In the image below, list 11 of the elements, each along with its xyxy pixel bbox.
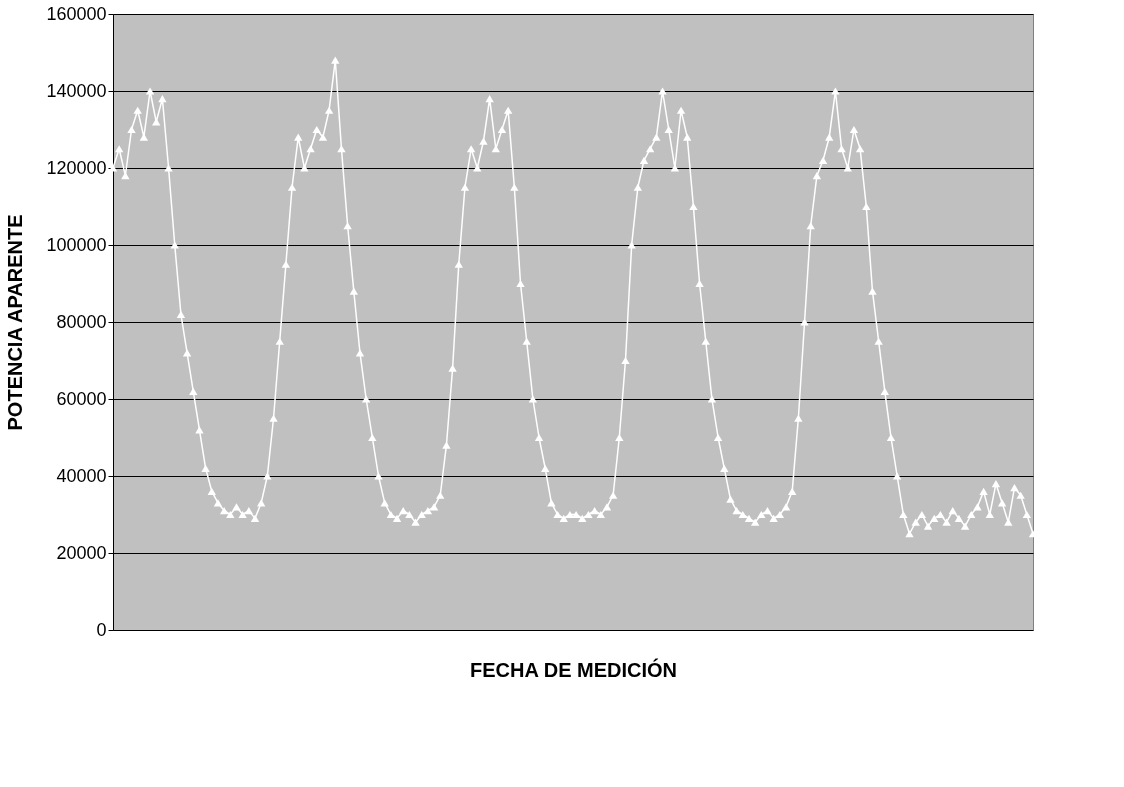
y-tick-label: 140000: [46, 80, 107, 101]
y-tick-label: 160000: [46, 3, 107, 24]
y-tick-label: 100000: [46, 234, 107, 255]
y-tick-label: 20000: [56, 542, 107, 563]
y-tick-label: 0: [96, 619, 107, 640]
y-tick-label: 120000: [46, 157, 107, 178]
y-axis-title: POTENCIA APARENTE: [4, 214, 27, 431]
x-axis-title: FECHA DE MEDICIÓN: [469, 657, 678, 681]
y-tick-label: 80000: [56, 311, 107, 332]
y-tick-label: 40000: [56, 465, 107, 486]
y-tick-label: 60000: [56, 388, 107, 409]
